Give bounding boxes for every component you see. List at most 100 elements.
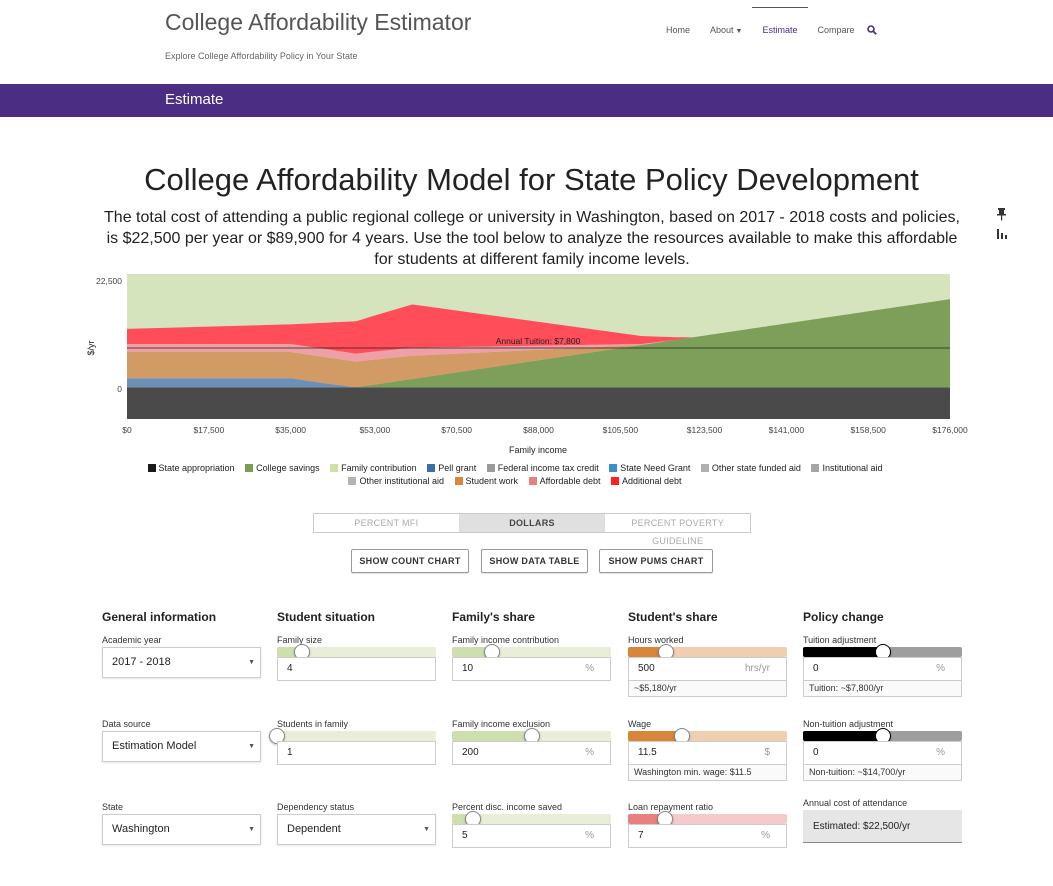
students-in-family-input[interactable]: 1 bbox=[277, 741, 436, 765]
non-tuition-note: Non-tuition: ~$14,700/yr bbox=[803, 765, 962, 781]
site-tagline: Explore College Affordability Policy in … bbox=[165, 51, 358, 61]
non-tuition-adjustment-input[interactable]: 0% bbox=[803, 741, 962, 765]
legend-item[interactable]: Family contribution bbox=[330, 462, 417, 475]
legend-swatch bbox=[609, 464, 618, 472]
wage-control: 11.5 $ Washington min. wage: $11.5 bbox=[628, 728, 787, 781]
tuition-adjustment-input[interactable]: 0% bbox=[803, 657, 962, 681]
income-exclusion-input[interactable]: 200% bbox=[452, 741, 611, 765]
hours-worked-label: Hours worked bbox=[628, 635, 684, 645]
loan-repayment-control: 7% bbox=[628, 811, 787, 848]
nav-compare[interactable]: Compare bbox=[817, 24, 855, 35]
wage-label: Wage bbox=[628, 719, 652, 729]
slider-fill bbox=[628, 647, 667, 657]
hours-worked-value: 500 bbox=[638, 663, 655, 674]
academic-year-select[interactable]: 2017 - 2018 ▼ bbox=[102, 647, 261, 678]
legend-item[interactable]: Institutional aid bbox=[811, 462, 882, 475]
student-share-heading: Student's share bbox=[628, 610, 718, 624]
wage-input[interactable]: 11.5 $ bbox=[628, 741, 787, 765]
legend-swatch bbox=[427, 464, 436, 472]
family-size-input[interactable]: 4 bbox=[277, 657, 436, 681]
loan-repayment-slider[interactable] bbox=[628, 811, 787, 827]
toggle-percent-poverty[interactable]: PERCENT POVERTY GUIDELINE bbox=[631, 518, 725, 546]
legend-item[interactable]: Other institutional aid bbox=[348, 475, 444, 488]
hours-worked-slider[interactable] bbox=[628, 644, 787, 660]
students-in-family-control: 1 bbox=[269, 728, 436, 765]
nav-estimate[interactable]: Estimate bbox=[752, 2, 808, 59]
state-value: Washington bbox=[112, 823, 170, 835]
tuition-adjustment-control: 0% Tuition: ~$7,800/yr bbox=[803, 644, 962, 697]
chevron-down-icon: ▼ bbox=[248, 659, 255, 666]
policy-change-heading: Policy change bbox=[803, 610, 884, 624]
students-in-family-slider[interactable] bbox=[269, 728, 436, 744]
legend-item[interactable]: College savings bbox=[245, 462, 320, 475]
academic-year-label: Academic year bbox=[102, 635, 162, 645]
income-contribution-input[interactable]: 10% bbox=[452, 657, 611, 681]
x-tick-label: $176,000 bbox=[932, 425, 968, 435]
legend-label: Institutional aid bbox=[822, 463, 883, 473]
legend-swatch bbox=[245, 464, 254, 472]
page-title-bar: Estimate bbox=[0, 84, 1053, 117]
toggle-dollars[interactable]: DOLLARS bbox=[459, 514, 606, 532]
non-tuition-adjustment-control: 0% Non-tuition: ~$14,700/yr bbox=[803, 728, 962, 781]
hours-worked-input[interactable]: 500 hrs/yr bbox=[628, 657, 787, 681]
pin-icon[interactable] bbox=[995, 207, 1009, 221]
legend-item[interactable]: Federal income tax credit bbox=[486, 462, 599, 475]
tuition-adjustment-slider[interactable] bbox=[803, 644, 962, 660]
legend-item[interactable]: State Need Grant bbox=[609, 462, 690, 475]
non-tuition-adjustment-slider[interactable] bbox=[803, 728, 962, 744]
main-nav: Home About ▼ Estimate Compare bbox=[656, 0, 881, 60]
legend-label: Family contribution bbox=[341, 463, 417, 473]
show-pums-chart-button[interactable]: SHOW PUMS CHART bbox=[599, 549, 713, 573]
main-description: The total cost of attending a public reg… bbox=[104, 209, 960, 268]
series-area-student-work bbox=[127, 299, 950, 388]
nav-home[interactable]: Home bbox=[666, 24, 691, 35]
y-tick-top: 22,500 bbox=[96, 276, 122, 286]
toggle-percent-mfi[interactable]: PERCENT MFI bbox=[314, 514, 460, 532]
wage-slider[interactable] bbox=[628, 728, 787, 744]
x-tick-label: $17,500 bbox=[193, 425, 224, 435]
legend-item[interactable]: Student work bbox=[454, 475, 518, 488]
chevron-down-icon: ▼ bbox=[248, 743, 255, 750]
non-tuition-adjustment-value: 0 bbox=[813, 747, 819, 758]
bar-chart-icon[interactable] bbox=[995, 227, 1009, 241]
annual-cost-value: Estimated: $22,500/yr bbox=[803, 810, 962, 843]
show-count-chart-button[interactable]: SHOW COUNT CHART bbox=[351, 549, 469, 573]
legend-item[interactable]: Affordable debt bbox=[528, 475, 600, 488]
state-select[interactable]: Washington ▼ bbox=[102, 814, 261, 845]
x-tick-label: $123,500 bbox=[687, 425, 723, 435]
family-size-control: 4 bbox=[277, 644, 436, 681]
hours-worked-control: 500 hrs/yr ~$5,180/yr bbox=[628, 644, 787, 697]
dependency-status-label: Dependency status bbox=[277, 802, 355, 812]
income-exclusion-slider[interactable] bbox=[452, 728, 611, 744]
state-label: State bbox=[102, 802, 124, 812]
show-data-table-button[interactable]: SHOW DATA TABLE bbox=[481, 549, 588, 573]
slider-fill bbox=[628, 731, 683, 741]
x-tick-label: $53,000 bbox=[359, 425, 390, 435]
slider-fill bbox=[628, 814, 665, 824]
data-source-select[interactable]: Estimation Model ▼ bbox=[102, 731, 261, 762]
x-tick-label: $141,000 bbox=[769, 425, 805, 435]
academic-year-value: 2017 - 2018 bbox=[112, 656, 171, 668]
income-contribution-slider[interactable] bbox=[452, 644, 611, 660]
x-tick-label: $0 bbox=[122, 425, 132, 435]
disc-income-saved-label: Percent disc. income saved bbox=[452, 802, 563, 812]
legend-item[interactable]: Pell grant bbox=[427, 462, 476, 475]
disc-income-saved-slider[interactable] bbox=[452, 811, 611, 827]
disc-income-saved-input[interactable]: 5% bbox=[452, 824, 611, 848]
family-share-heading: Family's share bbox=[452, 610, 535, 624]
site-title[interactable]: College Affordability Estimator bbox=[165, 9, 472, 35]
loan-repayment-input[interactable]: 7% bbox=[628, 824, 787, 848]
nav-about[interactable]: About ▼ bbox=[700, 2, 752, 59]
dependency-status-select[interactable]: Dependent ▼ bbox=[277, 814, 436, 845]
legend-label: Other institutional aid bbox=[359, 476, 445, 486]
income-contribution-control: 10% bbox=[452, 644, 611, 681]
legend-label: State Need Grant bbox=[620, 463, 691, 473]
legend-item[interactable]: State appropriation bbox=[147, 462, 235, 475]
search-icon[interactable] bbox=[866, 2, 881, 59]
legend-item[interactable]: Additional debt bbox=[610, 475, 682, 488]
legend-item[interactable]: Other state funded aid bbox=[700, 462, 801, 475]
wage-value: 11.5 bbox=[638, 747, 657, 758]
income-exclusion-value: 200 bbox=[462, 747, 479, 758]
family-size-slider[interactable] bbox=[277, 644, 436, 660]
percent-unit: % bbox=[585, 663, 594, 674]
